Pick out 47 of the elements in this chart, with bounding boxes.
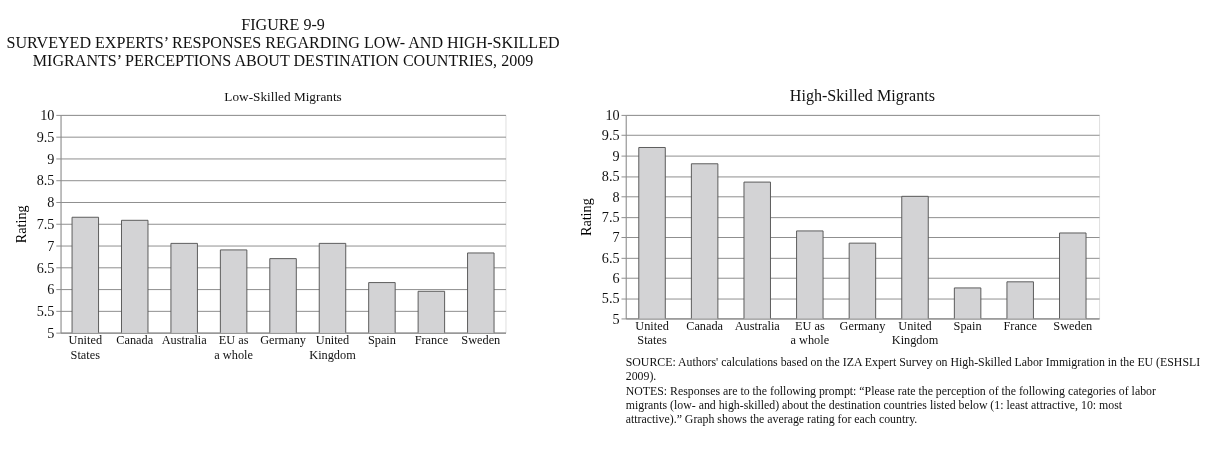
x-tick-label: United States bbox=[635, 319, 669, 348]
x-tick-label: Germany bbox=[839, 319, 887, 334]
x-tick-label: Sweden bbox=[1053, 319, 1093, 334]
y-axis-title: Rating bbox=[13, 205, 30, 244]
x-tick-label: Australia bbox=[161, 333, 208, 348]
chart-title: FIGURE 9-9 SURVEYED EXPERTS’ RESPONSES REGARDING LOW- AND HIGH-SKILLED MIGRANTS’ PERCEPTIONS ABOUT DESTINATION COUNTRIES, 2009 bbox=[6, 15, 560, 69]
y-tick-label: 9 bbox=[47, 150, 55, 167]
y-tick-label: 7 bbox=[612, 229, 620, 246]
y-tick-label: 8.5 bbox=[601, 168, 620, 185]
source-note: SOURCE: Authors' calculations based on the IZA Expert Survey on High-Skilled Labor Immigration in the EU (ESHSLI 2009). bbox=[625, 355, 1201, 384]
y-tick-label: 8.5 bbox=[36, 172, 55, 189]
y-tick-label: 7.5 bbox=[36, 215, 55, 232]
y-axis-title: Rating bbox=[578, 198, 595, 237]
x-tick-label: Spain bbox=[367, 333, 396, 348]
x-tick-label: France bbox=[1003, 319, 1038, 334]
y-tick-label: 5.5 bbox=[36, 303, 55, 320]
y-tick-label: 7 bbox=[47, 237, 55, 254]
y-tick-label: 9 bbox=[612, 147, 620, 164]
y-tick-label: 6.5 bbox=[36, 259, 55, 276]
x-tick-label: Spain bbox=[953, 319, 982, 334]
y-tick-label: 6 bbox=[47, 281, 55, 298]
text: NOTES: Responses are to the following prompt: “Please rate the perception of the following categories of labor migrants (low- and high-skilled) about the destination countries listed below (1: least attractive, 10: most attractive).” Graph shows the average rating for each country. bbox=[625, 383, 1156, 427]
x-tick-label: Canada bbox=[116, 333, 154, 348]
y-tick-label: 6 bbox=[612, 269, 620, 286]
y-tick-label: 10 bbox=[40, 107, 55, 124]
y-tick-label: 5.5 bbox=[601, 290, 620, 307]
x-tick-label: Sweden bbox=[461, 333, 501, 348]
chart-title: High-Skilled Migrants bbox=[789, 86, 935, 105]
y-tick-label: 9.5 bbox=[601, 127, 620, 144]
x-tick-label: Canada bbox=[686, 319, 724, 334]
y-tick-label: 10 bbox=[605, 107, 620, 124]
x-tick-label: United Kingdom bbox=[891, 319, 939, 348]
x-tick-label: Australia bbox=[734, 319, 781, 334]
x-tick-label: EU as a whole bbox=[790, 319, 830, 348]
x-tick-label: EU as a whole bbox=[214, 333, 254, 362]
x-tick-label: United Kingdom bbox=[309, 333, 357, 362]
y-tick-label: 7.5 bbox=[601, 208, 620, 225]
y-tick-label: 8 bbox=[47, 194, 55, 211]
x-tick-label: United States bbox=[68, 333, 103, 362]
y-tick-label: 5 bbox=[47, 324, 55, 341]
y-tick-label: 8 bbox=[612, 188, 620, 205]
y-tick-label: 6.5 bbox=[601, 249, 620, 266]
x-tick-label: Germany bbox=[260, 333, 307, 348]
x-tick-label: France bbox=[414, 333, 449, 348]
y-tick-label: 5 bbox=[612, 310, 620, 327]
y-tick-label: 9.5 bbox=[36, 128, 55, 145]
chart-subtitle: Low-Skilled Migrants bbox=[224, 88, 342, 104]
